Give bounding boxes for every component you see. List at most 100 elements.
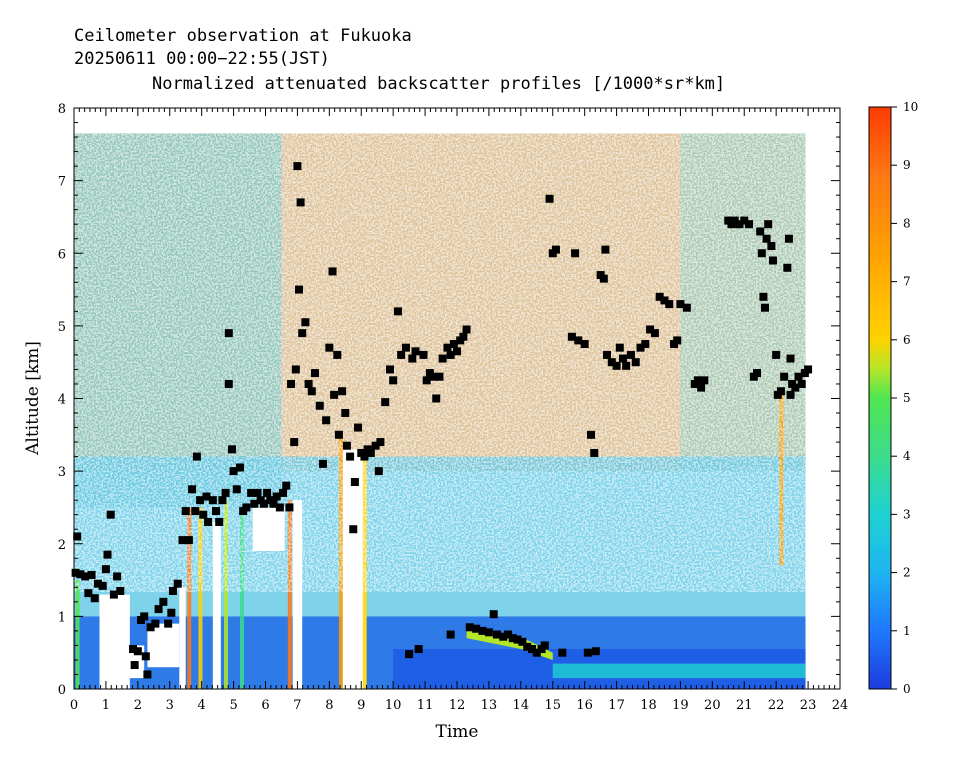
- cloud-base-point: [263, 488, 272, 497]
- cloud-base-point: [446, 350, 455, 359]
- colorbar-tick-label: 8: [903, 216, 911, 230]
- x-tick-label: 22: [768, 698, 785, 713]
- cloud-base-point: [760, 303, 769, 312]
- cloud-base-point: [275, 503, 284, 512]
- cloud-base-point: [603, 350, 612, 359]
- cloud-base-point: [354, 423, 363, 432]
- cloud-base-point: [90, 594, 99, 603]
- colorbar-tick-label: 7: [903, 275, 911, 289]
- cloud-base-point: [218, 496, 227, 505]
- cloud-base-point: [282, 481, 291, 490]
- cloud-base-point: [227, 445, 236, 454]
- cloud-base-point: [188, 485, 197, 494]
- cloud-base-point: [650, 329, 659, 338]
- chart-field-title: Normalized attenuated backscatter profil…: [152, 74, 725, 94]
- cloud-base-point: [665, 300, 674, 309]
- y-tick-label: 3: [58, 465, 66, 480]
- x-tick-label: 18: [640, 698, 657, 713]
- cloud-base-point: [315, 401, 324, 410]
- x-tick-label: 19: [672, 698, 689, 713]
- cloud-base-point: [532, 648, 541, 657]
- cloud-base-point: [215, 517, 224, 526]
- cloud-base-point: [615, 343, 624, 352]
- cloud-base-point: [768, 256, 777, 265]
- x-axis-label: Time: [436, 722, 479, 742]
- x-tick-label: 1: [102, 698, 110, 713]
- cloud-base-point: [508, 634, 517, 643]
- cloud-base-point: [212, 507, 221, 516]
- cloud-base-point: [272, 492, 281, 501]
- cloud-base-point: [443, 343, 452, 352]
- x-tick-label: 24: [832, 698, 849, 713]
- heat-surface-layer: [552, 663, 806, 679]
- cloud-base-point: [776, 387, 785, 396]
- heat-streak: [224, 500, 229, 689]
- x-tick-label: 4: [198, 698, 206, 713]
- cloud-base-point: [341, 409, 350, 418]
- heat-streak: [75, 580, 80, 689]
- cloud-base-point: [247, 488, 256, 497]
- cloud-base-point: [109, 590, 118, 599]
- cloud-base-point: [641, 340, 650, 349]
- cloud-base-point: [673, 336, 682, 345]
- cloud-base-point: [599, 274, 608, 283]
- cloud-base-point: [196, 496, 205, 505]
- colorbar-tick-label: 4: [903, 449, 911, 463]
- colorbar: 0 1 2 3 4 5 6 7 8 9 10: [868, 100, 918, 696]
- cloud-base-point: [154, 605, 163, 614]
- cloud-base-point: [646, 325, 655, 334]
- cloud-base-point: [87, 570, 96, 579]
- cloud-base-point: [374, 467, 383, 476]
- heat-attenuation-gap: [292, 500, 303, 689]
- cloud-base-point: [580, 340, 589, 349]
- cloud-base-point: [655, 292, 664, 301]
- heat-attenuation-gap: [179, 587, 186, 689]
- cloud-base-point: [350, 478, 359, 487]
- cloud-base-point: [618, 354, 627, 363]
- cloud-base-point: [499, 632, 508, 641]
- x-tick-label: 5: [229, 698, 237, 713]
- cloud-base-point: [322, 416, 331, 425]
- cloud-base-point: [735, 220, 744, 229]
- cloud-base-point: [103, 550, 112, 559]
- cloud-base-point: [342, 441, 351, 450]
- cloud-base-point: [178, 536, 187, 545]
- cloud-base-point: [429, 372, 438, 381]
- x-tick-label: 7: [293, 698, 301, 713]
- cloud-base-point: [184, 536, 193, 545]
- colorbar-gradient: [868, 106, 892, 690]
- cloud-base-point: [242, 503, 251, 512]
- cloud-base-point: [590, 448, 599, 457]
- cloud-base-point: [235, 463, 244, 472]
- cloud-base-point: [333, 350, 342, 359]
- cloud-base-point: [259, 499, 268, 508]
- cloud-base-point: [116, 586, 125, 595]
- cloud-base-point: [753, 369, 762, 378]
- cloud-base-point: [199, 510, 208, 519]
- cloud-base-point: [545, 194, 554, 203]
- cloud-base-point: [385, 365, 394, 374]
- cloud-base-point: [397, 350, 406, 359]
- cloud-base-point: [759, 292, 768, 301]
- cloud-base-point: [528, 645, 537, 654]
- cloud-base-point: [489, 610, 498, 619]
- cloud-base-point: [797, 379, 806, 388]
- cloud-base-point: [106, 510, 115, 519]
- cloud-base-point: [143, 670, 152, 679]
- cloud-base-point: [697, 383, 706, 392]
- cloud-base-point: [253, 488, 262, 497]
- cloud-base-point: [784, 234, 793, 243]
- cloud-base-point: [780, 372, 789, 381]
- x-tick-label: 9: [357, 698, 365, 713]
- cloud-base-point: [346, 452, 355, 461]
- cloud-base-point: [574, 336, 583, 345]
- cloud-base-point: [304, 379, 313, 388]
- cloud-base-point: [360, 452, 369, 461]
- y-tick-label: 1: [58, 610, 66, 625]
- cloud-base-point: [484, 628, 493, 637]
- cloud-base-point: [783, 263, 792, 272]
- cloud-base-point: [591, 647, 600, 656]
- cloud-base-point: [446, 630, 455, 639]
- cloud-base-point: [279, 488, 288, 497]
- cloud-base-point: [349, 525, 358, 534]
